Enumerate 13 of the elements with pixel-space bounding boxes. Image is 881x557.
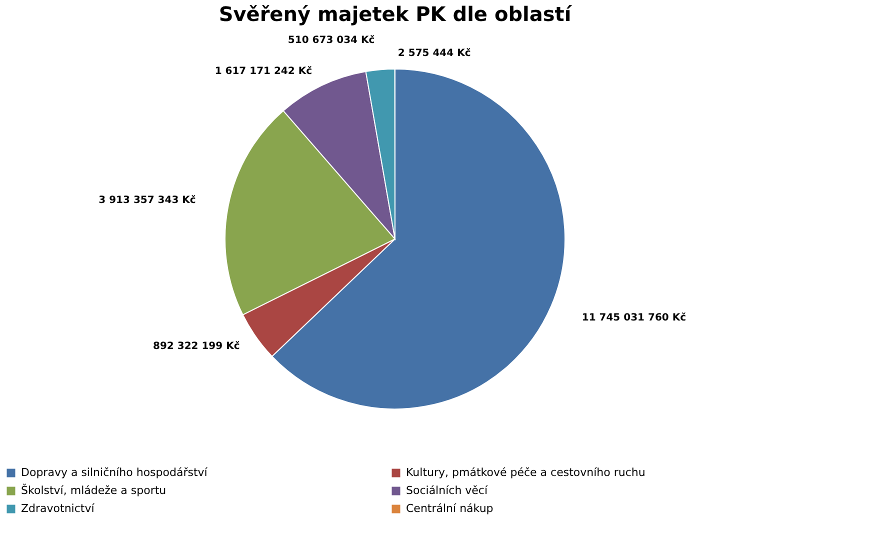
legend-label: Školství, mládeže a sportu [21,483,166,497]
data-label: 1 617 171 242 Kč [214,66,312,78]
legend-label: Centrální nákup [406,502,494,515]
data-label: 892 322 199 Kč [153,340,240,352]
data-label: 11 745 031 760 Kč [582,312,686,324]
data-label: 510 673 034 Kč [288,34,375,46]
legend-label: Kultury, pmátkové péče a cestovního ruchu [406,466,646,479]
data-label: 3 913 357 343 Kč [98,195,196,206]
chart-title: Svěřený majetek PK dle oblastí [218,2,572,26]
legend-label: Sociálních věcí [406,484,488,497]
legend-label: Zdravotnictví [21,502,96,515]
data-label: 2 575 444 Kč [398,48,471,59]
legend-label: Dopravy a silničního hospodářství [21,466,208,479]
